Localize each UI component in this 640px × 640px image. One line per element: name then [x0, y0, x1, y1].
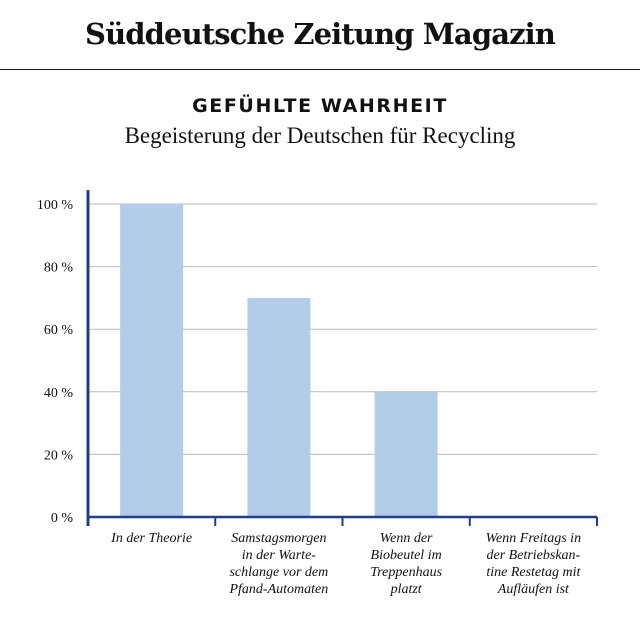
- x-category-label-line: platzt: [390, 582, 423, 597]
- masthead: Süddeutsche Zeitung Magazin: [0, 0, 640, 70]
- x-category-label-line: In der Theorie: [110, 531, 192, 546]
- bar: [247, 297, 311, 517]
- bar: [374, 391, 438, 517]
- y-tick-label: 40 %: [44, 386, 74, 401]
- x-category-label-line: der Betriebskan-: [487, 548, 581, 563]
- x-category-label: Samstagsmorgen in der Warte-schlange vor …: [228, 531, 328, 597]
- x-category-label: In der Theorie: [110, 531, 192, 546]
- x-category-label: Wenn Freitags in der Betriebskan-tine Res…: [486, 531, 582, 597]
- chart-subtitle: Begeisterung der Deutschen für Recycling: [124, 123, 516, 148]
- x-category-label-line: tine Restetag mit: [486, 565, 581, 580]
- x-category-label-line: Wenn Freitags in: [486, 531, 581, 546]
- x-category-label-line: Samstagsmorgen: [231, 531, 326, 546]
- y-tick-label: 80 %: [44, 261, 74, 276]
- y-tick-label: 20 %: [44, 448, 74, 463]
- x-category-label: Wenn der Biobeutel im Treppenhaus platzt: [370, 531, 442, 597]
- x-category-label-line: Biobeutel im: [371, 548, 442, 563]
- x-category-label-line: schlange vor dem: [229, 565, 328, 580]
- x-category-label-line: Aufläufen ist: [497, 582, 570, 597]
- chart-title: GEFÜHLTE WAHRHEIT: [192, 95, 448, 117]
- y-tick-label: 0 %: [51, 511, 74, 526]
- y-tick-label: 100 %: [37, 198, 74, 213]
- y-tick-label: 60 %: [44, 323, 74, 338]
- x-category-label-line: in der Warte-: [242, 548, 316, 563]
- masthead-logo: Süddeutsche Zeitung Magazin: [85, 16, 556, 51]
- x-category-label-line: Pfand-Automaten: [228, 582, 328, 597]
- x-category-label-line: Wenn der: [380, 531, 433, 546]
- bar: [120, 204, 184, 517]
- x-category-label-line: Treppenhaus: [370, 565, 442, 580]
